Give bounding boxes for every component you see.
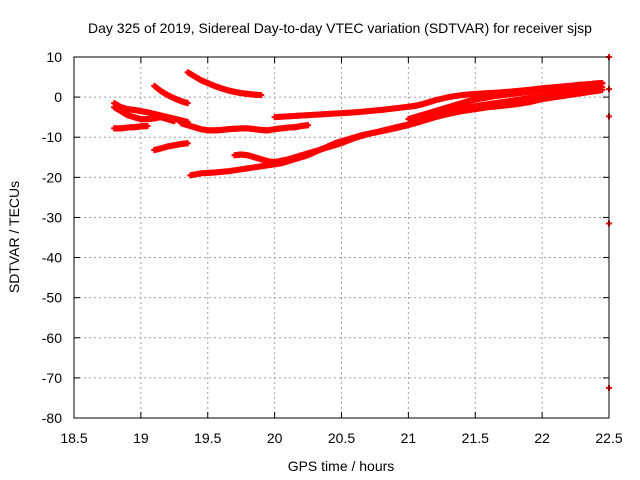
data-point — [258, 92, 265, 99]
series-arc-3 — [111, 122, 151, 132]
y-tick-label: -50 — [42, 290, 62, 306]
plot-frame — [73, 56, 610, 419]
y-axis-label: SDTVAR / TECUs — [6, 181, 22, 293]
x-tick-label: 19.5 — [194, 430, 221, 446]
data-point — [599, 86, 606, 93]
y-tick-label: -10 — [42, 129, 62, 145]
y-tick-label: -40 — [42, 250, 62, 266]
x-tick-label: 18.5 — [60, 430, 87, 446]
series-arc-2 — [111, 104, 178, 125]
y-tick-label: 0 — [54, 89, 62, 105]
y-tick-label: -70 — [42, 370, 62, 386]
data-point — [184, 100, 191, 107]
data-point — [144, 122, 151, 129]
y-tick-label: -80 — [42, 410, 62, 426]
y-tick-label: -30 — [42, 209, 62, 225]
x-tick-label: 22.5 — [595, 430, 622, 446]
series-arc-9 — [231, 86, 606, 166]
data-point — [171, 118, 178, 125]
x-tick-label: 20.5 — [328, 430, 355, 446]
x-tick-label: 22 — [534, 430, 550, 446]
y-tick-labels: 10 0 -10 -20 -30 -40 -50 -60 -70 -80 — [42, 49, 62, 426]
data-point — [184, 140, 191, 147]
x-tick-label: 20 — [267, 430, 283, 446]
y-tick-label: -60 — [42, 330, 62, 346]
series-arc-12 — [572, 80, 606, 89]
x-tick-label: 21.5 — [462, 430, 489, 446]
x-tick-labels: 18.5 19 19.5 20 20.5 21 21.5 22 22.5 — [60, 430, 622, 446]
series-arc-4 — [151, 82, 191, 107]
x-axis-label: GPS time / hours — [288, 458, 395, 474]
data-point — [599, 80, 606, 87]
data-points — [111, 54, 612, 391]
series-arc-6 — [178, 120, 312, 134]
y-tick-label: 10 — [46, 49, 62, 65]
x-tick-label: 19 — [133, 430, 149, 446]
data-point — [305, 122, 312, 129]
series-arc-5 — [151, 140, 191, 154]
y-tick-label: -20 — [42, 169, 62, 185]
x-tick-label: 21 — [401, 430, 417, 446]
series-arc-7 — [184, 69, 265, 99]
chart-title: Day 325 of 2019, Sidereal Day-to-day VTE… — [88, 20, 592, 36]
